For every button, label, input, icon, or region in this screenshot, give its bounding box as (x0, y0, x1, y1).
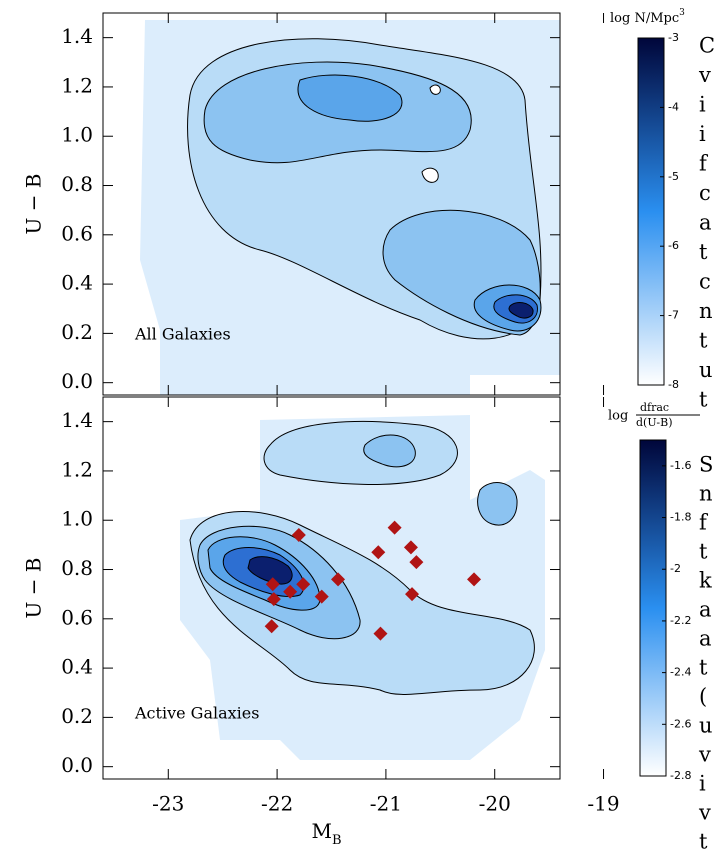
annotation: All Galaxies (134, 325, 231, 344)
y-tick-label: 1.0 (61, 507, 93, 531)
caption-fragment: v (698, 801, 711, 825)
y-tick-label: 0.2 (61, 320, 93, 344)
y-axis-label: U − B (22, 173, 46, 234)
colorbar-title: log N/Mpc3 (610, 8, 685, 26)
caption-fragment: t (699, 830, 708, 854)
colorbar (639, 439, 667, 777)
y-tick-label: 0.0 (61, 369, 93, 393)
panel-frame (102, 396, 561, 780)
x-tick-label: -19 (587, 792, 619, 816)
colorbar-title-num: dfrac (640, 401, 669, 414)
caption-fragment: t (699, 540, 708, 564)
diamond (409, 555, 424, 570)
diamond (331, 572, 346, 587)
y-tick-label: 0.4 (61, 271, 93, 295)
colorbar-title: log (608, 409, 628, 424)
caption-fragment: t (699, 240, 708, 264)
caption-fragment: i (699, 772, 706, 796)
caption-fragment: ( (699, 685, 707, 709)
diamond (403, 540, 418, 555)
colorbar-tick-label: -5 (668, 170, 679, 183)
x-axis-label-sub: B (332, 833, 342, 848)
y-tick-label: 1.2 (61, 457, 93, 481)
caption-fragment: S (699, 453, 713, 477)
diamond (371, 545, 386, 560)
caption-fragment: k (699, 569, 712, 593)
colorbar (637, 37, 665, 386)
caption-fragment: t (699, 329, 708, 353)
colorbar-tick-label: -7 (668, 309, 679, 322)
caption-fragment: c (699, 270, 711, 294)
y-tick-label: 1.0 (61, 123, 93, 147)
x-tick-label: -22 (261, 792, 293, 816)
diamond (467, 572, 482, 587)
caption-fragment: f (699, 511, 709, 535)
diamond (373, 626, 388, 641)
caption-fragment: v (698, 743, 711, 767)
contour-bottom (180, 415, 545, 760)
caption-fragment: a (699, 598, 712, 622)
x-axis-label: MB (311, 819, 341, 848)
y-axis-label: U − B (22, 557, 46, 618)
diamond (405, 587, 420, 602)
colorbar-tick-label: -2.8 (670, 769, 691, 782)
annotation: Active Galaxies (134, 704, 259, 723)
y-tick-label: 0.6 (61, 605, 93, 629)
colorbar-tick-label: -2 (670, 562, 681, 575)
caption-fragment: v (698, 63, 711, 87)
caption-fragment: f (699, 152, 709, 176)
colorbar-tick-label: -1.8 (670, 511, 691, 524)
diamond (265, 577, 280, 592)
caption-fragment: c (699, 181, 711, 205)
y-tick-label: 0.4 (61, 655, 93, 679)
colorbar-tick-label: -3 (668, 31, 679, 44)
diamond (291, 528, 306, 543)
y-tick-label: 0.6 (61, 221, 93, 245)
colorbar-tick-label: -8 (668, 378, 679, 391)
caption-fragment: C (699, 34, 715, 58)
caption-fragment: i (699, 93, 706, 117)
y-tick-label: 1.4 (61, 24, 93, 48)
caption-fragment: i (699, 122, 706, 146)
caption-fragment: t (699, 656, 708, 680)
diamond (387, 520, 402, 535)
colorbar-tick-label: -2.4 (670, 666, 691, 679)
caption-fragment: u (699, 714, 713, 738)
colorbar-tick-label: -6 (668, 239, 679, 252)
caption-fragment: u (699, 358, 713, 382)
contour-top (140, 20, 560, 395)
colorbar-title-den: d(U-B) (636, 416, 673, 429)
y-tick-label: 1.2 (61, 73, 93, 97)
y-tick-label: 0.8 (61, 172, 93, 196)
y-tick-label: 0.2 (61, 704, 93, 728)
panel-frame (102, 12, 561, 396)
x-tick-label: -21 (370, 792, 402, 816)
caption-fragment: n (699, 482, 713, 506)
y-tick-label: 0.0 (61, 753, 93, 777)
colorbar-title-main: log N/Mpc (610, 11, 679, 26)
caption-fragment: t (699, 388, 708, 412)
colorbar-tick-label: -4 (668, 100, 679, 113)
colorbar-tick-label: -2.2 (670, 614, 691, 627)
x-tick-label: -23 (152, 792, 184, 816)
diamond (264, 619, 279, 634)
colorbar-tick-label: -2.6 (670, 717, 691, 730)
caption-fragment: n (699, 299, 713, 323)
colorbar-tick-label: -1.6 (670, 459, 691, 472)
y-tick-label: 1.4 (61, 408, 93, 432)
colorbar-title-sup: 3 (679, 8, 685, 18)
y-tick-label: 0.8 (61, 556, 93, 580)
diamond (296, 577, 311, 592)
x-tick-label: -20 (479, 792, 511, 816)
caption-fragment: a (699, 211, 712, 235)
diamond (283, 584, 298, 599)
diamond (314, 589, 329, 604)
x-axis-label-main: M (311, 819, 331, 843)
diamond (266, 592, 281, 607)
caption-fragment: a (699, 627, 712, 651)
